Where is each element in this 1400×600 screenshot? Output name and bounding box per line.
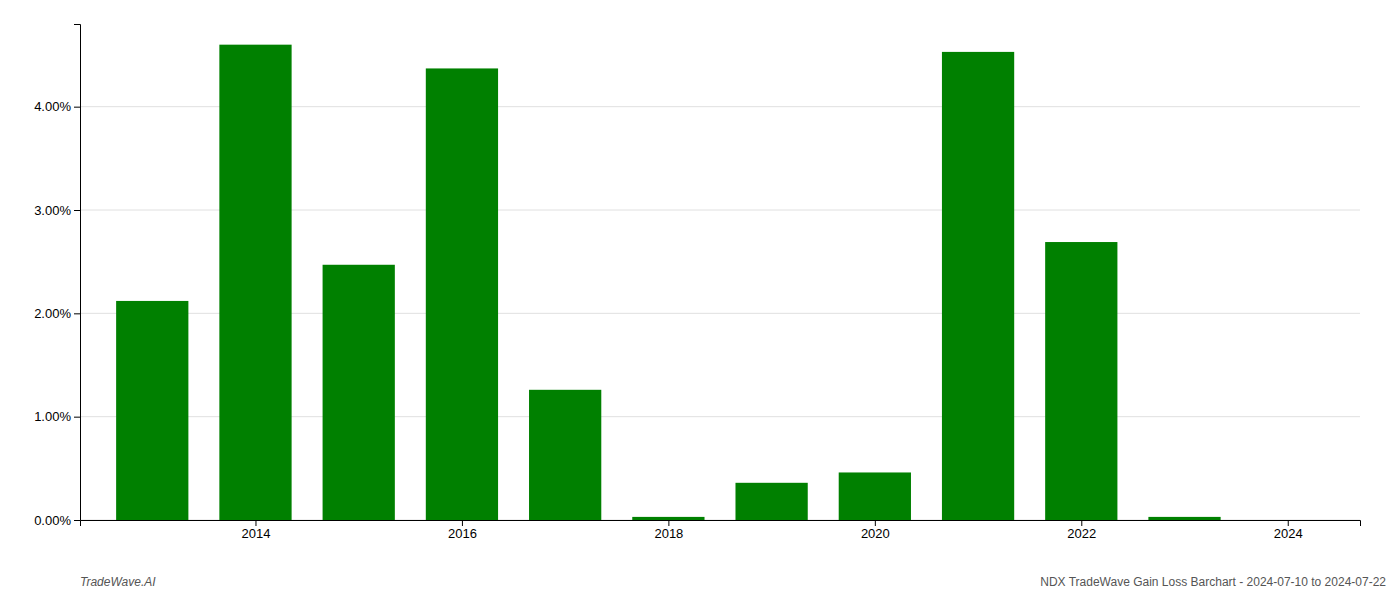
x-tick-mark — [462, 520, 463, 526]
y-tick-label: 1.00% — [34, 409, 71, 424]
bar — [323, 265, 395, 520]
bars — [116, 45, 1221, 520]
x-tick-label: 2024 — [1274, 526, 1303, 541]
y-tick-label: 4.00% — [34, 99, 71, 114]
footer-text: TradeWave.AI — [80, 575, 156, 589]
x-tick: 2020 — [861, 520, 890, 541]
x-tick-label: 2014 — [242, 526, 271, 541]
y-tick-mark — [74, 313, 80, 314]
bar — [1252, 520, 1324, 521]
y-tick: 0.00% — [34, 513, 80, 528]
y-tick-mark — [74, 107, 80, 108]
bar — [735, 483, 807, 520]
x-tick-mark — [1081, 520, 1082, 526]
bar — [219, 45, 291, 520]
x-tick-label: 2016 — [448, 526, 477, 541]
bar — [1045, 242, 1117, 520]
bar — [942, 52, 1014, 520]
y-tick: 4.00% — [34, 99, 80, 114]
bar — [1148, 517, 1220, 520]
y-tick-mark — [74, 210, 80, 211]
y-tick: 2.00% — [34, 306, 80, 321]
plot: 2014 2016 2018 2020 2022 2024 0.00% 1.00% 2.00% 3… — [34, 25, 1360, 542]
bar — [529, 390, 601, 520]
bar — [839, 472, 911, 520]
y-tick-label: 2.00% — [34, 306, 71, 321]
x-tick: 2022 — [1067, 520, 1096, 541]
y-tick-mark — [74, 417, 80, 418]
x-tick: 2024 — [1274, 520, 1303, 541]
y-tick-label: 0.00% — [34, 513, 71, 528]
bar — [632, 517, 704, 520]
x-tick: 2014 — [242, 520, 271, 541]
footer: TradeWave.AI NDX TradeWave Gain Loss Barc… — [80, 575, 1386, 589]
x-tick-mark — [255, 520, 256, 526]
y-axis: 0.00% 1.00% 2.00% 3.00% 4.00% — [34, 25, 80, 528]
footer-text: NDX TradeWave Gain Loss Barchart - 2024-… — [1040, 575, 1386, 589]
x-tick-label: 2018 — [654, 526, 683, 541]
y-tick-mark — [74, 520, 80, 521]
chart: 2014 2016 2018 2020 2022 2024 0.00% 1.00% 2.00% 3… — [0, 0, 1400, 600]
x-tick: 2018 — [654, 520, 683, 541]
x-tick: 2016 — [448, 520, 477, 541]
x-tick-label: 2022 — [1067, 526, 1096, 541]
y-tick: 1.00% — [34, 409, 80, 424]
x-axis-line — [81, 521, 1361, 527]
x-axis: 2014 2016 2018 2020 2022 2024 — [81, 520, 1361, 541]
x-tick-mark — [1288, 520, 1289, 526]
x-tick-label: 2020 — [861, 526, 890, 541]
y-tick-label: 3.00% — [34, 203, 71, 218]
bar — [426, 68, 498, 520]
y-tick: 3.00% — [34, 203, 80, 218]
bar — [116, 301, 188, 520]
y-axis-line — [74, 25, 81, 521]
x-tick-mark — [668, 520, 669, 526]
x-tick-mark — [875, 520, 876, 526]
